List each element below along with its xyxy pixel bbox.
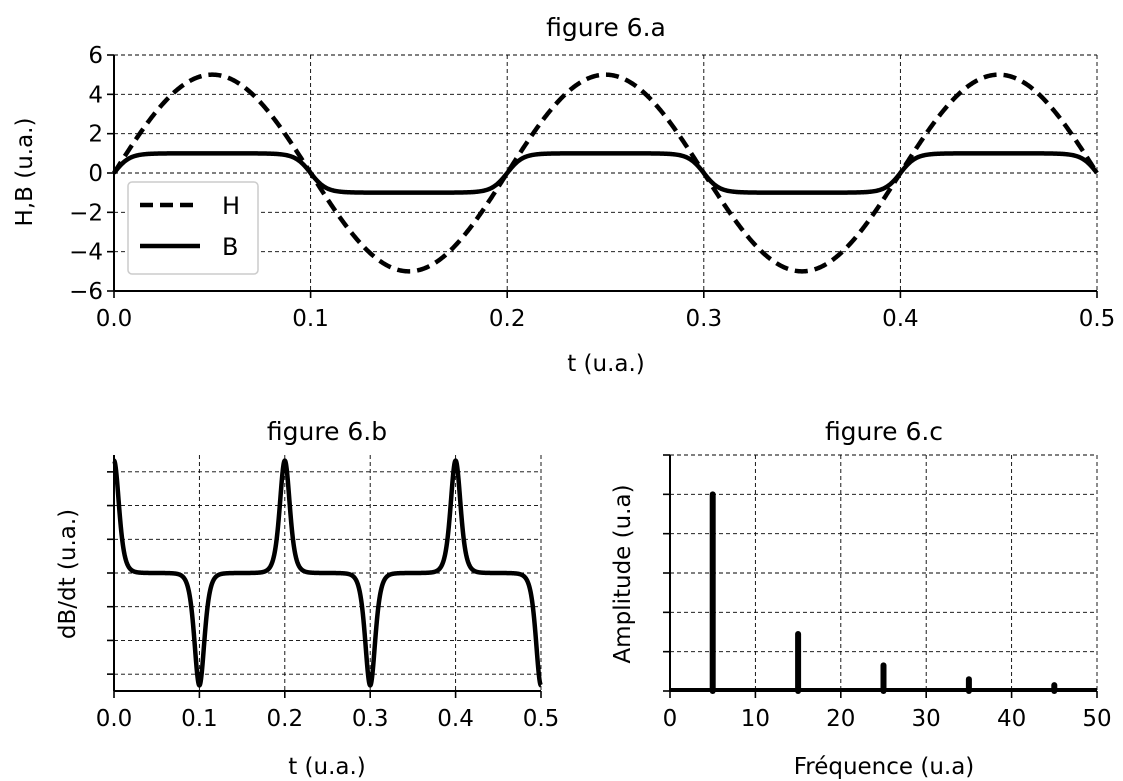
panel-b-xtick-label: 0.1 — [181, 706, 218, 732]
legend-h-label: H — [222, 192, 240, 220]
panel-a-ytick-label: −4 — [69, 240, 103, 266]
legend-b-label: B — [222, 233, 238, 261]
panel-c: figure 6.c 0 10 20 30 40 50 Fréquence (u.a) A… — [610, 417, 1112, 780]
panel-a-title: figure 6.a — [546, 13, 666, 42]
panel-a-ytick-label: −2 — [69, 200, 103, 226]
panel-b: figure 6.b 0.0 0.1 0.2 0.3 0.4 0.5 t (u.a.) d… — [55, 417, 559, 780]
panel-a-ytick-label: 2 — [88, 122, 103, 148]
panel-c-xtick-label: 50 — [1082, 706, 1111, 732]
panel-b-xtick-label: 0.5 — [523, 706, 560, 732]
panel-a-ytick-label: −6 — [69, 279, 103, 305]
panel-c-xtick-label: 10 — [741, 706, 770, 732]
panel-a-xtick-label: 0.0 — [96, 306, 133, 332]
panel-c-xtick-label: 20 — [826, 706, 855, 732]
panel-a-xlabel: t (u.a.) — [567, 351, 645, 377]
panel-b-xtick-label: 0.3 — [352, 706, 389, 732]
panel-c-xtick-label: 40 — [997, 706, 1026, 732]
panel-b-xlabel: t (u.a.) — [288, 754, 366, 780]
series-h-line — [112, 72, 1099, 274]
panel-a-xtick-label: 0.4 — [882, 306, 919, 332]
panel-a-ytick-label: 6 — [88, 43, 103, 69]
panel-a-xtick-label: 0.2 — [489, 306, 526, 332]
panel-c-ylabel: Amplitude (u.a) — [610, 484, 636, 663]
panel-b-xtick-label: 0.0 — [96, 706, 133, 732]
series-b-line — [112, 151, 1099, 195]
panel-c-title: figure 6.c — [825, 417, 943, 446]
panel-a-xtick-label: 0.5 — [1079, 306, 1116, 332]
panel-b-title: figure 6.b — [267, 417, 387, 446]
panel-a-xtick-label: 0.3 — [686, 306, 723, 332]
panel-a: figure 6.a 0.0 0.1 0.2 0.3 0.4 0.5−6−4−20246 … — [12, 13, 1115, 377]
panel-b-ylabel: dB/dt (u.a.) — [55, 509, 81, 639]
series-dbdt-line — [112, 458, 543, 688]
panel-b-xtick-label: 0.4 — [437, 706, 474, 732]
panel-c-xtick-label: 30 — [912, 706, 941, 732]
panel-b-xtick-label: 0.2 — [267, 706, 304, 732]
panel-a-ylabel: H,B (u.a.) — [12, 118, 38, 227]
panel-a-legend: H B — [127, 181, 259, 275]
panel-a-xtick-label: 0.1 — [292, 306, 329, 332]
panel-a-ytick-label: 0 — [88, 161, 103, 187]
panel-c-xtick-label: 0 — [663, 706, 678, 732]
panel-c-xlabel: Fréquence (u.a) — [794, 754, 975, 780]
panel-a-ytick-label: 4 — [88, 82, 103, 108]
